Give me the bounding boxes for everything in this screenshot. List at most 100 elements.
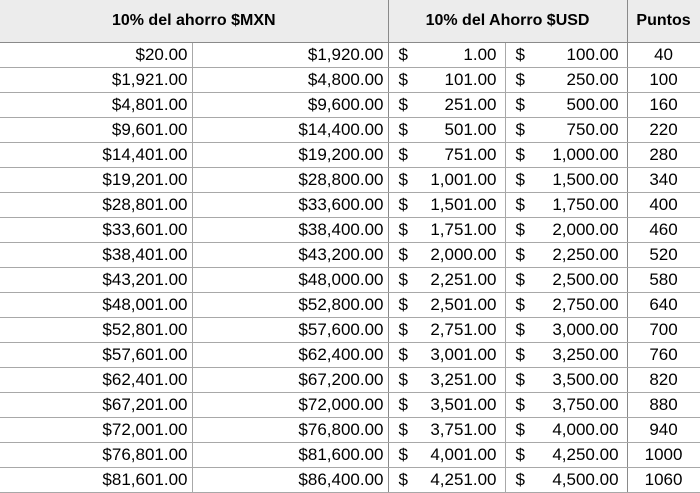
cell-mxn-to: $14,400.00 (192, 117, 389, 143)
cell-usd-to-symbol: $ (505, 67, 531, 93)
cell-usd-to-symbol: $ (505, 317, 531, 343)
cell-usd-from-symbol: $ (388, 392, 414, 418)
cell-usd-to: 3,500.00 (530, 367, 628, 393)
cell-usd-to: 1,500.00 (530, 167, 628, 193)
cell-mxn-from: $48,001.00 (0, 292, 193, 318)
cell-mxn-from: $76,801.00 (0, 442, 193, 468)
cell-mxn-to: $48,000.00 (192, 267, 389, 293)
cell-usd-from-symbol: $ (388, 42, 414, 68)
cell-mxn-to: $57,600.00 (192, 317, 389, 343)
cell-usd-from: 101.00 (413, 67, 506, 93)
table-row: $57,601.00 $62,400.00 $3,001.00 $3,250.00 76… (0, 342, 700, 368)
table-row: $14,401.00 $19,200.00 $751.00 $1,000.00 280 (0, 142, 700, 168)
cell-usd-from: 2,501.00 (413, 292, 506, 318)
cell-usd-from-symbol: $ (388, 217, 414, 243)
cell-usd-to: 4,250.00 (530, 442, 628, 468)
cell-mxn-to: $67,200.00 (192, 367, 389, 393)
cell-usd-from-symbol: $ (388, 267, 414, 293)
cell-mxn-to: $9,600.00 (192, 92, 389, 118)
cell-mxn-to: $38,400.00 (192, 217, 389, 243)
table-row: $20.00 $1,920.00 $1.00 $100.00 40 (0, 42, 700, 68)
cell-usd-to-symbol: $ (505, 267, 531, 293)
cell-puntos: 580 (627, 267, 700, 293)
cell-usd-to: 2,250.00 (530, 242, 628, 268)
cell-usd-from: 251.00 (413, 92, 506, 118)
cell-usd-from-symbol: $ (388, 292, 414, 318)
cell-mxn-from: $43,201.00 (0, 267, 193, 293)
cell-usd-to-symbol: $ (505, 117, 531, 143)
cell-usd-from: 3,751.00 (413, 417, 506, 443)
header-row: 10% del ahorro $MXN 10% del Ahorro $USD … (0, 0, 700, 43)
cell-mxn-from: $19,201.00 (0, 167, 193, 193)
cell-usd-from: 1,751.00 (413, 217, 506, 243)
cell-usd-to-symbol: $ (505, 167, 531, 193)
cell-usd-from: 501.00 (413, 117, 506, 143)
cell-usd-to-symbol: $ (505, 242, 531, 268)
cell-usd-to: 2,500.00 (530, 267, 628, 293)
cell-usd-from-symbol: $ (388, 192, 414, 218)
cell-mxn-to: $19,200.00 (192, 142, 389, 168)
cell-usd-to-symbol: $ (505, 217, 531, 243)
cell-usd-to: 3,000.00 (530, 317, 628, 343)
cell-usd-from-symbol: $ (388, 417, 414, 443)
cell-mxn-to: $76,800.00 (192, 417, 389, 443)
cell-puntos: 280 (627, 142, 700, 168)
cell-usd-to: 4,000.00 (530, 417, 628, 443)
cell-puntos: 520 (627, 242, 700, 268)
cell-usd-to: 3,250.00 (530, 342, 628, 368)
cell-usd-to-symbol: $ (505, 442, 531, 468)
table-row: $28,801.00 $33,600.00 $1,501.00 $1,750.00 40… (0, 192, 700, 218)
cell-mxn-from: $20.00 (0, 42, 193, 68)
table-row: $9,601.00 $14,400.00 $501.00 $750.00 220 (0, 117, 700, 143)
cell-usd-to-symbol: $ (505, 92, 531, 118)
cell-mxn-to: $33,600.00 (192, 192, 389, 218)
table-row: $43,201.00 $48,000.00 $2,251.00 $2,500.00 58… (0, 267, 700, 293)
cell-usd-from-symbol: $ (388, 92, 414, 118)
cell-usd-from-symbol: $ (388, 317, 414, 343)
cell-usd-to-symbol: $ (505, 192, 531, 218)
table-row: $76,801.00 $81,600.00 $4,001.00 $4,250.00 10… (0, 442, 700, 468)
header-puntos: Puntos (627, 0, 700, 43)
header-usd: 10% del Ahorro $USD (388, 0, 628, 43)
cell-usd-to: 750.00 (530, 117, 628, 143)
table-row: $62,401.00 $67,200.00 $3,251.00 $3,500.00 82… (0, 367, 700, 393)
cell-usd-to: 250.00 (530, 67, 628, 93)
cell-mxn-from: $33,601.00 (0, 217, 193, 243)
cell-mxn-from: $38,401.00 (0, 242, 193, 268)
cell-puntos: 820 (627, 367, 700, 393)
table-row: $72,001.00 $76,800.00 $3,751.00 $4,000.00 94… (0, 417, 700, 443)
table-row: $48,001.00 $52,800.00 $2,501.00 $2,750.00 64… (0, 292, 700, 318)
cell-puntos: 400 (627, 192, 700, 218)
cell-usd-to-symbol: $ (505, 342, 531, 368)
cell-puntos: 760 (627, 342, 700, 368)
cell-mxn-from: $28,801.00 (0, 192, 193, 218)
cell-usd-from-symbol: $ (388, 167, 414, 193)
cell-usd-from: 2,751.00 (413, 317, 506, 343)
cell-usd-from: 3,001.00 (413, 342, 506, 368)
table-row: $67,201.00 $72,000.00 $3,501.00 $3,750.00 88… (0, 392, 700, 418)
cell-usd-from-symbol: $ (388, 242, 414, 268)
cell-mxn-to: $1,920.00 (192, 42, 389, 68)
cell-usd-from: 3,501.00 (413, 392, 506, 418)
cell-puntos: 160 (627, 92, 700, 118)
cell-usd-from-symbol: $ (388, 442, 414, 468)
cell-usd-from-symbol: $ (388, 142, 414, 168)
cell-usd-from: 4,001.00 (413, 442, 506, 468)
table-row: $4,801.00 $9,600.00 $251.00 $500.00 160 (0, 92, 700, 118)
cell-mxn-from: $52,801.00 (0, 317, 193, 343)
cell-mxn-from: $4,801.00 (0, 92, 193, 118)
cell-puntos: 40 (627, 42, 700, 68)
table-row: $1,921.00 $4,800.00 $101.00 $250.00 100 (0, 67, 700, 93)
cell-usd-from: 3,251.00 (413, 367, 506, 393)
cell-puntos: 880 (627, 392, 700, 418)
cell-usd-to-symbol: $ (505, 42, 531, 68)
cell-mxn-from: $62,401.00 (0, 367, 193, 393)
cell-puntos: 220 (627, 117, 700, 143)
cell-puntos: 940 (627, 417, 700, 443)
cell-usd-from: 751.00 (413, 142, 506, 168)
cell-mxn-from: $1,921.00 (0, 67, 193, 93)
cell-usd-to: 2,750.00 (530, 292, 628, 318)
cell-usd-from-symbol: $ (388, 67, 414, 93)
cell-mxn-to: $43,200.00 (192, 242, 389, 268)
